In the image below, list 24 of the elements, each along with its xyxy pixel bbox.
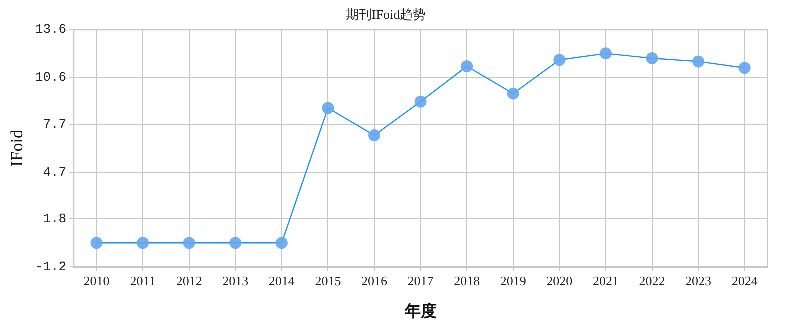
x-tick-label: 2011	[130, 273, 156, 288]
x-tick-label: 2024	[732, 273, 758, 288]
x-tick-label: 2010	[84, 273, 110, 288]
x-tick-label: 2013	[222, 273, 249, 288]
x-axis-title: 年度	[404, 302, 437, 321]
chart-title: 期刊IFoid趋势	[346, 7, 426, 22]
x-tick-label: 2017	[408, 273, 434, 288]
x-tick-label: 2020	[546, 273, 573, 288]
x-tick-label: 2015	[315, 273, 342, 288]
x-tick-label: 2019	[500, 273, 526, 288]
y-tick-label: 7.7	[43, 116, 67, 132]
x-tick-label: 2012	[176, 273, 202, 288]
y-tick-label: -1.2	[35, 260, 67, 275]
y-tick-label: 13.6	[35, 22, 67, 38]
x-tick-label: 2023	[686, 273, 712, 288]
x-tick-label: 2016	[362, 273, 388, 288]
x-tick-label: 2021	[592, 273, 619, 288]
x-tick-label: 2022	[639, 273, 666, 288]
y-axis-title: IFoid	[8, 129, 27, 167]
x-tick-label: 2014	[268, 273, 296, 288]
x-tick-label: 2018	[454, 273, 480, 288]
y-tick-label: 4.7	[43, 164, 67, 180]
y-tick-label: 10.6	[35, 70, 67, 86]
y-tick-label: 1.8	[43, 211, 67, 226]
